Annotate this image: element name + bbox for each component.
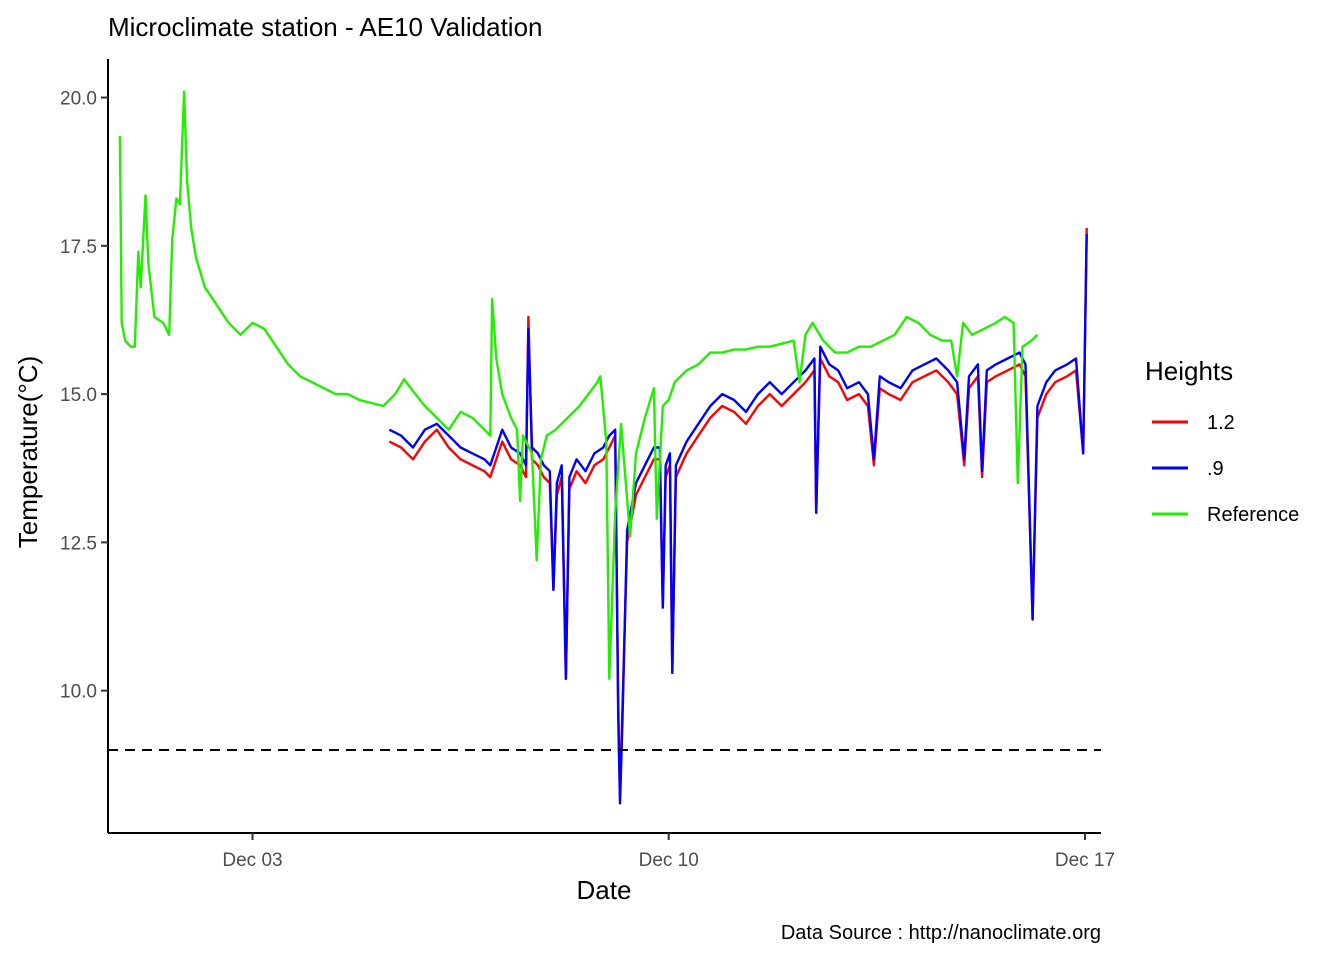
y-tick-label: 17.5 [60, 237, 97, 258]
x-tick-label: Dec 03 [222, 850, 282, 871]
y-tick-label: 12.5 [60, 533, 97, 554]
legend-label: .9 [1207, 458, 1224, 480]
y-axis-title: Temperature(°C) [13, 356, 43, 548]
legend-item: .9 [1152, 458, 1224, 480]
y-tick-label: 15.0 [60, 385, 97, 406]
y-axis-ticks: 10.0 12.5 15.0 17.5 20.0 [60, 89, 108, 703]
x-axis-title: Date [577, 875, 632, 905]
series-line-reference [118, 90, 1039, 680]
legend-item: 1.2 [1152, 412, 1235, 434]
legend-items: 1.2 .9 Reference [1152, 412, 1299, 526]
legend-label: Reference [1207, 504, 1299, 526]
chart-title: Microclimate station - AE10 Validation [108, 12, 543, 42]
legend-label: 1.2 [1207, 412, 1235, 434]
legend-item: Reference [1152, 504, 1299, 526]
series-line-height-0-9 [388, 233, 1088, 805]
x-axis-ticks: Dec 03 Dec 10 Dec 17 [222, 833, 1115, 871]
data-source-caption: Data Source : http://nanoclimate.org [781, 922, 1101, 944]
legend: Heights 1.2 .9 Reference [1145, 356, 1299, 526]
x-tick-label: Dec 17 [1055, 850, 1115, 871]
plot-area [108, 90, 1101, 805]
x-tick-label: Dec 10 [639, 850, 699, 871]
legend-title: Heights [1145, 356, 1233, 386]
series-layer [118, 90, 1088, 805]
y-tick-label: 20.0 [60, 89, 97, 110]
y-tick-label: 10.0 [60, 682, 97, 703]
